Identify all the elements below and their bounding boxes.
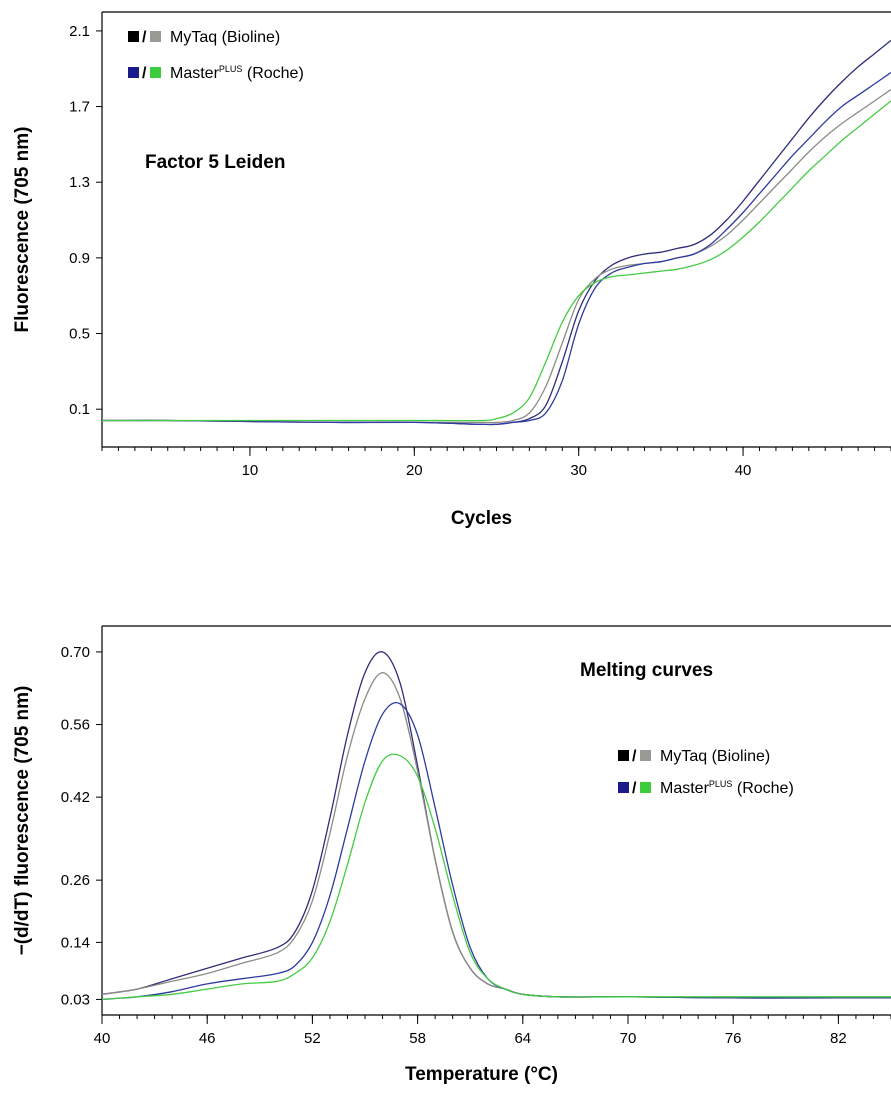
legend-slash: / bbox=[142, 65, 147, 82]
y-tick-label: 1.7 bbox=[69, 99, 90, 116]
series-line-1 bbox=[102, 39, 891, 426]
y-tick-label: 0.26 bbox=[61, 872, 90, 889]
x-tick-label: 30 bbox=[570, 462, 587, 479]
x-tick-label: 10 bbox=[242, 462, 259, 479]
legend-swatch-a bbox=[128, 31, 139, 42]
legend-label: MyTaq (Bioline) bbox=[660, 748, 770, 765]
legend-superscript: PLUS bbox=[709, 779, 733, 789]
chart-title: Factor 5 Leiden bbox=[145, 152, 285, 173]
y-tick-label: 0.9 bbox=[69, 250, 90, 267]
x-tick-label: 52 bbox=[304, 1030, 321, 1047]
y-tick-label: 0.42 bbox=[61, 789, 90, 806]
x-tick-label: 70 bbox=[620, 1030, 637, 1047]
x-tick-label: 46 bbox=[199, 1030, 216, 1047]
x-tick-label: 82 bbox=[830, 1030, 847, 1047]
legend-slash: / bbox=[142, 29, 147, 46]
x-tick-label: 58 bbox=[409, 1030, 426, 1047]
y-tick-label: 0.1 bbox=[69, 401, 90, 418]
legend-label: MasterPLUS (Roche) bbox=[170, 64, 304, 82]
y-tick-label: 0.03 bbox=[61, 991, 90, 1008]
legend-swatch-a bbox=[128, 67, 139, 78]
amplification-chart: 10 20 30 40 0.1 0.5 0.9 1.3 1.7 2.1 Cycles Fluoresc… bbox=[12, 11, 891, 529]
series-line-4 bbox=[102, 753, 891, 1001]
x-axis-title: Temperature (°C) bbox=[405, 1064, 558, 1085]
legend-suffix: (Roche) bbox=[242, 65, 303, 82]
y-axis-title: Fluorescence (705 nm) bbox=[12, 127, 33, 333]
legend-swatch-b bbox=[150, 67, 161, 78]
x-tick-label: 76 bbox=[725, 1030, 742, 1047]
legend-swatch-b bbox=[640, 782, 651, 793]
legend-suffix: (Roche) bbox=[732, 780, 793, 797]
y-tick-label: 0.70 bbox=[61, 644, 90, 661]
chart-title: Melting curves bbox=[580, 660, 713, 681]
y-tick-label: 0.56 bbox=[61, 717, 90, 734]
legend-swatch-a bbox=[618, 750, 629, 761]
series-line-2 bbox=[102, 88, 891, 424]
legend-superscript: PLUS bbox=[219, 64, 243, 74]
legend-slash: / bbox=[632, 780, 637, 797]
series-line-3 bbox=[102, 71, 891, 426]
y-tick-label: 2.1 bbox=[69, 23, 90, 40]
x-tick-label: 40 bbox=[735, 462, 752, 479]
y-axis-title: −(d/dT) fluorescence (705 nm) bbox=[12, 686, 33, 956]
y-tick-label: 0.14 bbox=[61, 934, 90, 951]
series-line-4 bbox=[102, 100, 891, 422]
legend-slash: / bbox=[632, 748, 637, 765]
series-line-3 bbox=[102, 701, 891, 1001]
x-tick-label: 64 bbox=[514, 1030, 531, 1047]
x-tick-label: 40 bbox=[94, 1030, 111, 1047]
x-tick-label: 20 bbox=[406, 462, 423, 479]
y-tick-label: 1.3 bbox=[69, 174, 90, 191]
melting-curve-chart: 40 46 52 58 64 70 76 82 0.03 0.14 0.26 0.42 0.56 0.70… bbox=[12, 625, 891, 1085]
y-tick-label: 0.5 bbox=[69, 326, 90, 343]
legend-swatch-a bbox=[618, 782, 629, 793]
series-line-2 bbox=[102, 672, 891, 999]
legend-label: MasterPLUS (Roche) bbox=[660, 779, 794, 797]
legend-label: MyTaq (Bioline) bbox=[170, 29, 280, 46]
legend-swatch-b bbox=[150, 31, 161, 42]
series-line-1 bbox=[102, 651, 891, 999]
legend-swatch-b bbox=[640, 750, 651, 761]
x-axis-title: Cycles bbox=[451, 508, 512, 529]
